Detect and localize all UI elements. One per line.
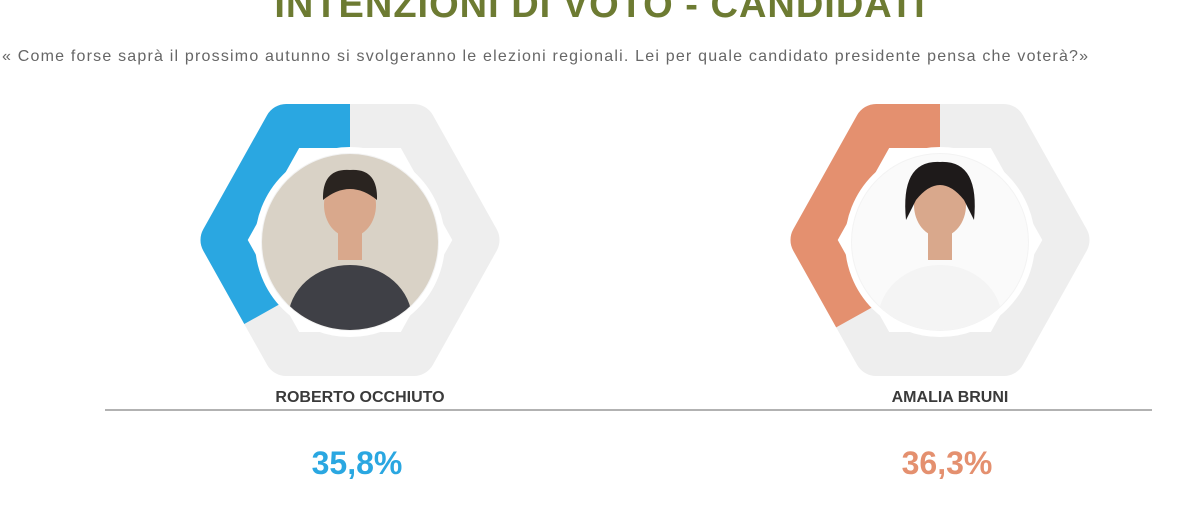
candidate-value: 35,8% [312, 445, 403, 481]
photo-hair [322, 169, 378, 200]
slide-title: INTENZIONI DI VOTO - CANDIDATI [274, 0, 926, 26]
gauge-fill [790, 104, 1090, 376]
photo [852, 154, 1028, 330]
candidate-value: 36,3% [902, 445, 993, 481]
photo-body [878, 265, 1002, 330]
gauge-fill [200, 104, 500, 376]
candidate-name: ROBERTO OCCHIUTO [275, 389, 444, 406]
question: « Come forse saprà il prossimo autunno s… [2, 48, 1090, 65]
photo [262, 154, 438, 330]
photo-hair [905, 161, 975, 220]
photo-body [288, 265, 412, 330]
candidate-name: AMALIA BRUNI [892, 389, 1009, 406]
